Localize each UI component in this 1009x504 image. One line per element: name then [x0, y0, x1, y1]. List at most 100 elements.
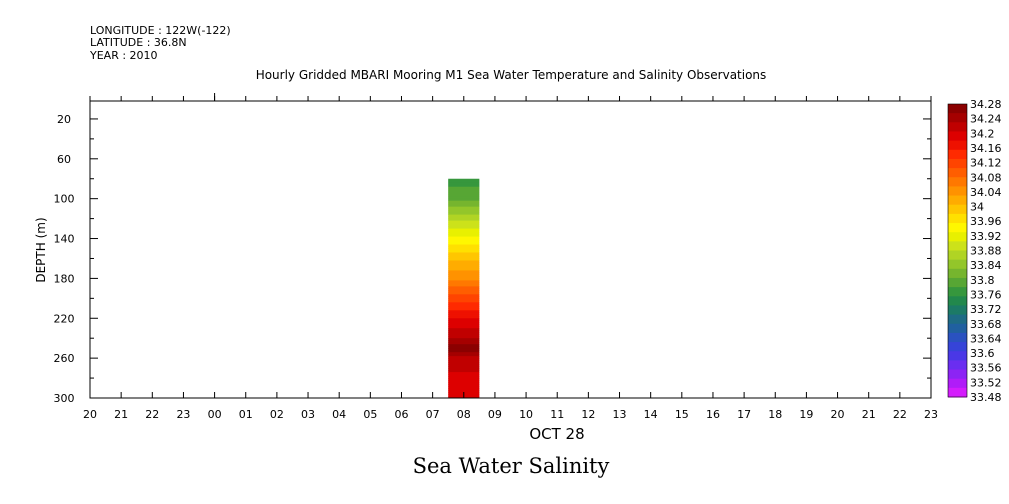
salinity-cell — [448, 338, 480, 341]
colorbar-label: 34.16 — [970, 142, 1002, 155]
colorbar-swatch — [948, 314, 967, 325]
colorbar-label: 33.64 — [970, 332, 1002, 345]
salinity-cell — [448, 388, 480, 391]
salinity-cell — [448, 202, 480, 206]
salinity-cell — [448, 184, 480, 188]
colorbar-swatch — [948, 277, 967, 288]
salinity-cell — [448, 314, 480, 317]
x-tick-label: 07 — [426, 408, 440, 421]
salinity-cell — [448, 378, 480, 381]
longitude-label: LONGITUDE : 122W(-122) — [90, 24, 231, 37]
salinity-cell — [448, 216, 480, 220]
x-tick-label: 02 — [270, 408, 284, 421]
colorbar-swatch — [948, 122, 967, 132]
salinity-cell — [448, 300, 480, 303]
salinity-cell — [448, 356, 480, 359]
x-tick-label: 06 — [394, 408, 408, 421]
colorbar-swatch — [948, 149, 967, 160]
x-tick-label: 10 — [519, 408, 533, 421]
colorbar-swatch — [948, 323, 967, 334]
y-tick-label: 180 — [54, 272, 75, 285]
colorbar-label: 33.96 — [970, 215, 1002, 228]
salinity-cell — [448, 304, 480, 307]
salinity-cell — [448, 290, 480, 293]
salinity-cell — [448, 382, 480, 385]
plot-frame — [89, 100, 932, 399]
x-tick-label: 21 — [114, 408, 128, 421]
salinity-cell — [448, 230, 480, 234]
salinity-cell — [448, 236, 480, 240]
x-tick-label: 23 — [924, 408, 938, 421]
salinity-cell — [448, 352, 480, 355]
colorbar-swatch — [948, 342, 967, 352]
salinity-cell — [448, 250, 480, 253]
plot-area — [448, 178, 480, 399]
y-tick-label: 260 — [54, 352, 75, 365]
salinity-cell — [448, 332, 480, 335]
salinity-cell — [448, 326, 480, 329]
colorbar-swatch — [948, 378, 967, 389]
y-tick-label: 20 — [57, 113, 71, 126]
colorbar-swatch — [948, 213, 967, 224]
x-tick-label: 13 — [613, 408, 627, 421]
x-tick-label: 20 — [83, 408, 97, 421]
colorbar-label: 34.12 — [970, 157, 1002, 170]
salinity-cell — [448, 354, 480, 357]
x-tick-label: 05 — [363, 408, 377, 421]
x-tick-label: 08 — [457, 408, 471, 421]
salinity-cell — [448, 282, 480, 285]
salinity-cell — [448, 268, 480, 271]
x-tick-label: 01 — [239, 408, 253, 421]
salinity-cell — [448, 218, 480, 222]
colorbar-label: 34.08 — [970, 171, 1002, 184]
colorbar-label: 33.56 — [970, 362, 1002, 375]
salinity-cell — [448, 302, 480, 305]
colorbar-swatch — [948, 223, 967, 233]
colorbar-swatch — [948, 177, 967, 187]
colorbar-label: 33.8 — [970, 274, 995, 287]
salinity-cell — [448, 374, 480, 377]
salinity-cell — [448, 368, 480, 371]
salinity-cell — [448, 384, 480, 387]
salinity-cell — [448, 178, 480, 182]
colorbar-label: 33.88 — [970, 245, 1002, 258]
salinity-cell — [448, 204, 480, 208]
y-axis: 20 60 100 140 180 220 260 300 — [54, 113, 931, 405]
colorbar-swatch — [948, 387, 967, 398]
salinity-cell — [448, 284, 480, 287]
x-axis-title: OCT 28 — [529, 425, 584, 443]
colorbar-label: 34.2 — [970, 127, 995, 140]
salinity-cell — [448, 264, 480, 267]
salinity-cell — [448, 242, 480, 246]
y-tick-label: 140 — [54, 233, 75, 246]
salinity-cell — [448, 348, 480, 351]
x-tick-label: 03 — [301, 408, 315, 421]
x-tick-label: 22 — [145, 408, 159, 421]
salinity-cell — [448, 376, 480, 379]
salinity-cell — [448, 270, 480, 273]
salinity-cell — [448, 296, 480, 299]
x-tick-label: 12 — [581, 408, 595, 421]
colorbar-swatch — [948, 186, 967, 197]
salinity-cell — [448, 276, 480, 279]
salinity-cell — [448, 310, 480, 313]
salinity-cell — [448, 342, 480, 345]
colorbar-label: 33.52 — [970, 376, 1002, 389]
salinity-cell — [448, 228, 480, 232]
colorbar-label: 33.84 — [970, 259, 1002, 272]
salinity-cell — [448, 366, 480, 369]
chart-title: Hourly Gridded MBARI Mooring M1 Sea Wate… — [255, 68, 767, 82]
salinity-cell — [448, 346, 480, 349]
colorbar-swatch — [948, 158, 967, 169]
colorbar-label: 33.76 — [970, 288, 1002, 301]
salinity-cell — [448, 328, 480, 331]
salinity-cell — [448, 324, 480, 327]
salinity-cell — [448, 200, 480, 204]
colorbar-label: 33.72 — [970, 303, 1002, 316]
x-tick-label: 16 — [706, 408, 720, 421]
salinity-cell — [448, 370, 480, 373]
colorbar-label: 34.04 — [970, 186, 1002, 199]
bottom-title: Sea Water Salinity — [412, 454, 610, 478]
salinity-cell — [448, 308, 480, 311]
colorbar-swatch — [948, 168, 967, 178]
